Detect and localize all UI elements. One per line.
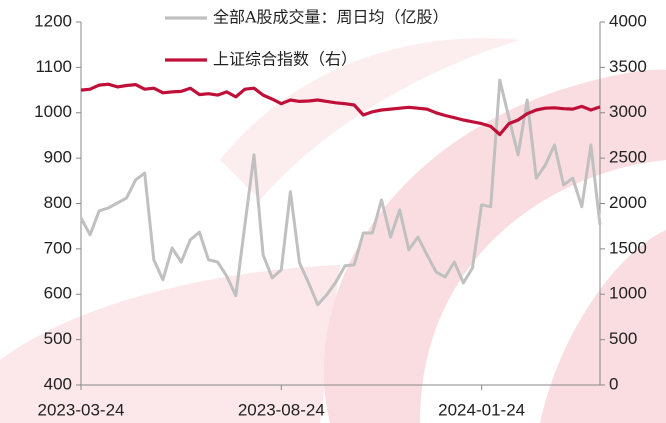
y2-tick-label: 0	[609, 374, 618, 393]
y2-tick-label: 3500	[609, 57, 647, 76]
y-tick-label: 1100	[35, 57, 72, 76]
y2-tick-label: 1500	[609, 238, 647, 257]
y-tick-label: 1200	[34, 11, 72, 30]
series-line	[79, 78, 602, 307]
legend-label: 上证综合指数（右）	[213, 50, 357, 69]
x-tick-label: 2023-08-24	[238, 400, 325, 419]
y-tick-label: 700	[44, 238, 72, 257]
watermark	[0, 38, 666, 423]
y-tick-label: 900	[44, 148, 72, 167]
y-tick-label: 500	[44, 329, 72, 348]
legend-label: 全部A股成交量：周日均（亿股）	[213, 8, 449, 27]
y2-tick-label: 2000	[609, 193, 647, 212]
y2-tick-label: 3000	[609, 102, 647, 121]
y2-tick-label: 1000	[609, 284, 647, 303]
y-tick-label: 600	[44, 284, 72, 303]
y2-tick-label: 4000	[609, 11, 647, 30]
series-line	[80, 82, 601, 137]
y-tick-label: 400	[44, 374, 72, 393]
y-tick-label: 1000	[34, 102, 72, 121]
x-tick-label: 2024-01-24	[438, 400, 525, 419]
y2-tick-label: 2500	[609, 148, 647, 167]
x-tick-label: 2023-03-24	[38, 400, 125, 419]
y-tick-label: 800	[44, 193, 72, 212]
y2-tick-label: 500	[609, 329, 637, 348]
